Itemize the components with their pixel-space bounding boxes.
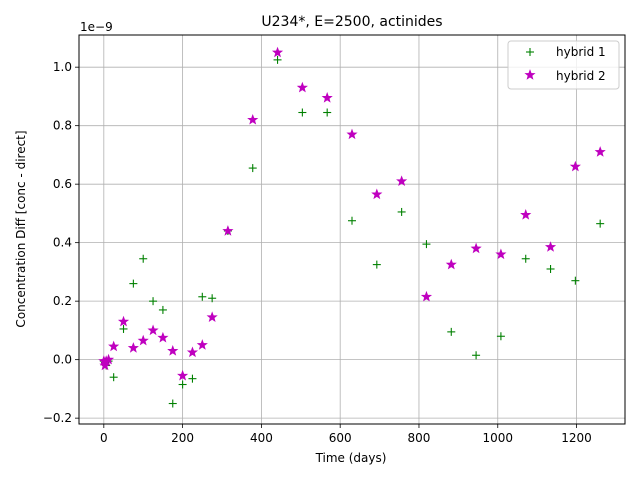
legend-label-hybrid-1: hybrid 1 [556, 45, 606, 59]
x-tick-label: 800 [408, 431, 431, 445]
data-point [248, 164, 257, 173]
data-point [420, 290, 433, 302]
grid [79, 35, 625, 424]
data-point [208, 294, 217, 303]
data-point [102, 353, 115, 365]
data-point [495, 248, 507, 260]
data-point [188, 374, 197, 383]
x-axis-label: Time (days) [315, 451, 387, 465]
data-point [119, 324, 128, 333]
y-tick-label: −0.2 [43, 411, 72, 425]
data-point [158, 305, 167, 314]
x-tick-label: 200 [171, 431, 194, 445]
data-point [422, 240, 431, 249]
legend: hybrid 1 hybrid 2 [507, 40, 620, 90]
y-tick-label: 0.4 [53, 236, 72, 250]
data-point [371, 188, 383, 200]
x-tick-label: 1200 [561, 431, 592, 445]
data-point [569, 160, 581, 172]
series-hybrid-2 [98, 46, 606, 381]
data-point [296, 81, 308, 93]
chart-title: U234*, E=2500, actinides [261, 14, 442, 30]
data-point [139, 254, 148, 263]
data-point [496, 332, 505, 341]
x-tick-label: 400 [250, 431, 273, 445]
legend-label-hybrid-2: hybrid 2 [556, 69, 606, 83]
data-point [198, 292, 207, 301]
data-point [222, 225, 234, 236]
legend-box [507, 40, 620, 90]
y-tick-label: 0.8 [53, 119, 72, 133]
y-tick-label: 0.6 [53, 177, 72, 191]
axis-ticks: 0 200 400 600 800 1000 1200 −0.2 0.0 0.2 0.4 0.6 0.8… [43, 60, 592, 445]
data-point [397, 207, 406, 216]
data-point [178, 380, 187, 389]
data-point [167, 345, 179, 356]
legend-marker-hybrid-1 [526, 48, 534, 56]
data-point [247, 113, 259, 125]
data-point [127, 342, 139, 353]
y-tick-label: 0.0 [53, 353, 72, 367]
data-point [206, 311, 218, 322]
data-point [298, 108, 307, 117]
data-point [157, 331, 169, 343]
data-point [149, 297, 158, 306]
plot-frame [78, 34, 626, 425]
x-tick-label: 0 [100, 431, 108, 445]
legend-marker-hybrid-2 [524, 69, 536, 80]
data-point [470, 242, 482, 254]
data-point [147, 324, 159, 336]
data-point [348, 216, 356, 225]
data-point [546, 264, 555, 273]
y-tick-label: 0.2 [53, 294, 72, 308]
data-point [271, 46, 284, 58]
data-point [447, 327, 456, 336]
data-point [196, 339, 208, 350]
data-point [177, 369, 189, 381]
data-point [323, 108, 332, 117]
data-point [521, 254, 530, 263]
data-point [445, 258, 457, 270]
series-hybrid-1 [99, 55, 605, 408]
data-point [596, 219, 605, 228]
data-point [273, 55, 282, 64]
data-point [321, 92, 333, 103]
data-point [571, 276, 580, 285]
y-axis-label: Concentration Diff [conc - direct] [14, 130, 28, 327]
data-point [129, 279, 138, 288]
y-offset-label: 1e−9 [80, 20, 113, 34]
data-point [186, 346, 199, 358]
data-point [346, 128, 358, 140]
data-point [396, 175, 408, 186]
x-tick-label: 1000 [482, 431, 513, 445]
data-point [472, 351, 481, 360]
legend-marker-symbol [526, 48, 534, 56]
data-point [109, 373, 118, 382]
data-point [372, 260, 381, 269]
data-point [594, 146, 606, 157]
data-points [98, 46, 606, 408]
data-point [137, 334, 149, 346]
data-point [117, 315, 130, 327]
y-tick-label: 1.0 [53, 60, 72, 74]
data-point [544, 241, 557, 252]
data-point [108, 340, 120, 352]
data-point [520, 209, 532, 220]
x-tick-label: 600 [329, 431, 352, 445]
legend-marker-symbol [524, 69, 536, 80]
data-point [168, 399, 177, 408]
